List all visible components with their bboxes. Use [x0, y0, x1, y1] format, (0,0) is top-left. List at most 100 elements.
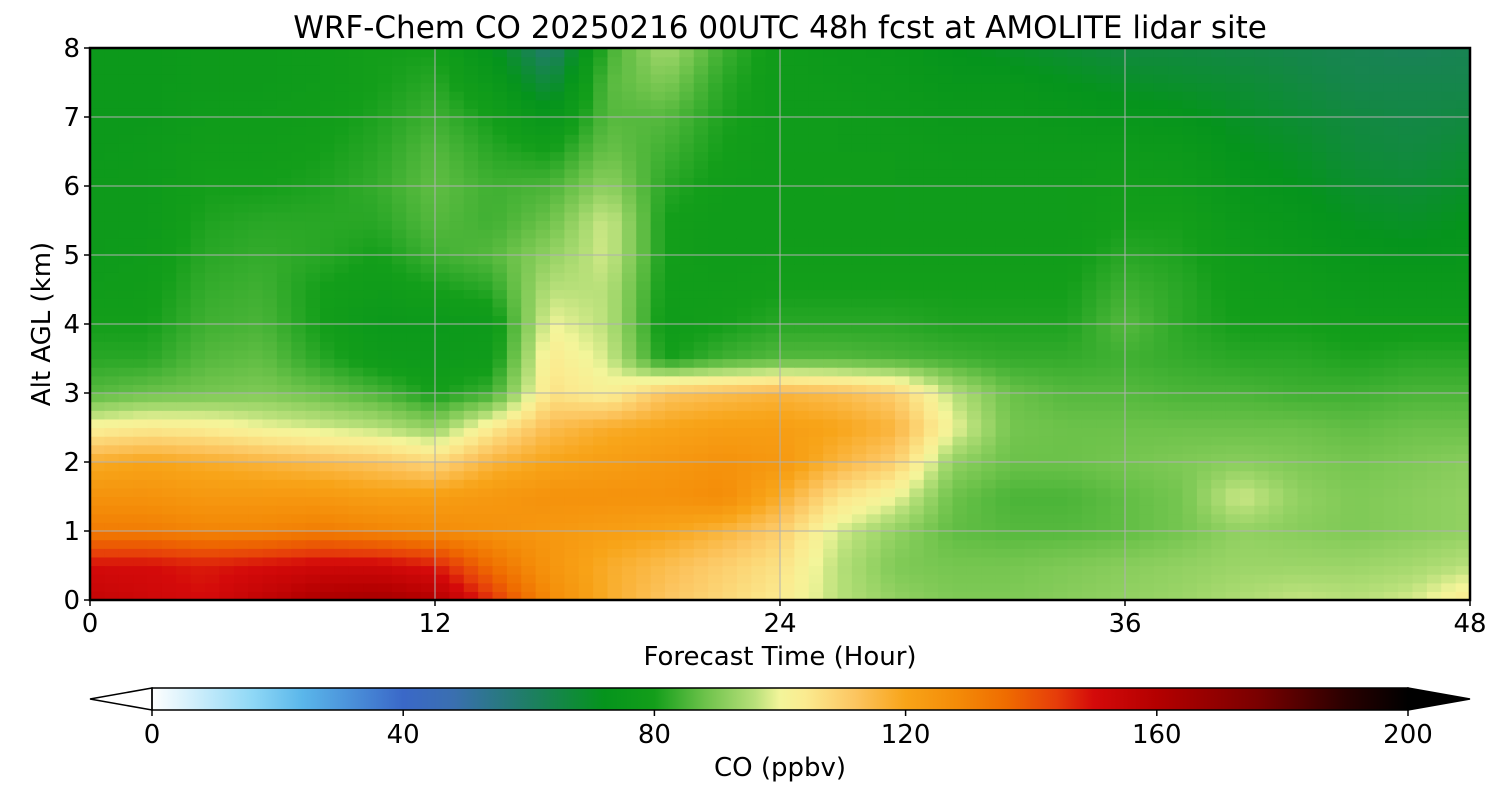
heatmap-cell: [1081, 479, 1097, 489]
heatmap-cell: [751, 332, 767, 342]
heatmap-cell: [449, 470, 465, 480]
heatmap-cell: [808, 298, 824, 308]
heatmap-cell: [708, 375, 724, 385]
heatmap-cell: [722, 237, 738, 247]
heatmap-cell: [1455, 548, 1470, 558]
heatmap-cell: [722, 582, 738, 592]
heatmap-cell: [305, 393, 321, 403]
heatmap-cell: [406, 315, 422, 325]
heatmap-cell: [650, 539, 666, 549]
heatmap-cell: [679, 444, 695, 454]
heatmap-cell: [320, 375, 335, 385]
heatmap-cell: [621, 453, 637, 463]
heatmap-cell: [219, 444, 235, 454]
heatmap-cell: [161, 211, 177, 222]
heatmap-cell: [550, 453, 565, 463]
heatmap-cell: [118, 168, 134, 178]
heatmap-cell: [794, 315, 810, 325]
heatmap-cell: [262, 211, 278, 222]
heatmap-cell: [1067, 522, 1083, 532]
heatmap-cell: [665, 358, 680, 368]
heatmap-cell: [1398, 462, 1414, 472]
heatmap-cell: [952, 582, 968, 592]
heatmap-cell: [1110, 470, 1126, 480]
heatmap-cell: [895, 470, 910, 480]
heatmap-cell: [506, 401, 522, 411]
heatmap-cell: [320, 496, 335, 506]
heatmap-cell: [650, 306, 666, 316]
heatmap-cell: [391, 349, 407, 360]
heatmap-cell: [334, 280, 350, 291]
heatmap-cell: [1067, 289, 1083, 299]
heatmap-cell: [966, 539, 982, 549]
heatmap-cell: [1254, 194, 1270, 204]
heatmap-cell: [219, 324, 235, 334]
heatmap-cell: [535, 436, 551, 446]
heatmap-cell: [1441, 401, 1457, 411]
heatmap-cell: [1096, 160, 1112, 170]
heatmap-cell: [1182, 160, 1198, 170]
heatmap-cell: [161, 246, 177, 256]
heatmap-cell: [952, 263, 968, 273]
heatmap-cell: [406, 496, 422, 506]
heatmap-cell: [118, 384, 134, 394]
heatmap-cell: [722, 427, 738, 437]
heatmap-cell: [909, 177, 925, 187]
heatmap-cell: [665, 367, 680, 377]
heatmap-cell: [1153, 263, 1169, 273]
heatmap-cell: [607, 186, 623, 196]
heatmap-cell: [794, 263, 810, 273]
heatmap-cell: [348, 298, 364, 308]
heatmap-cell: [966, 548, 982, 558]
heatmap-cell: [1110, 384, 1126, 394]
heatmap-cell: [1268, 280, 1284, 291]
heatmap-cell: [262, 393, 278, 403]
heatmap-cell: [147, 168, 163, 178]
heatmap-cell: [118, 453, 134, 463]
heatmap-cell: [1096, 375, 1112, 385]
heatmap-cell: [866, 229, 882, 239]
heatmap-cell: [1211, 496, 1227, 506]
heatmap-cell: [1426, 462, 1442, 472]
heatmap-cell: [276, 220, 292, 230]
heatmap-cell: [1455, 220, 1470, 230]
heatmap-cell: [1053, 186, 1069, 196]
heatmap-cell: [794, 211, 810, 222]
heatmap-cell: [1096, 470, 1112, 480]
heatmap-cell: [1211, 280, 1227, 291]
heatmap-cell: [578, 410, 594, 420]
heatmap-cell: [564, 324, 580, 334]
heatmap-cell: [90, 142, 105, 153]
heatmap-cell: [1254, 211, 1270, 222]
heatmap-cell: [1125, 237, 1140, 247]
heatmap-cell: [90, 289, 105, 299]
heatmap-cell: [521, 203, 537, 213]
heatmap-cell: [564, 548, 580, 558]
heatmap-cell: [780, 315, 795, 325]
heatmap-cell: [1240, 565, 1255, 575]
heatmap-cell: [1398, 496, 1414, 506]
heatmap-cell: [1139, 263, 1155, 273]
heatmap-cell: [147, 401, 163, 411]
heatmap-cell: [420, 470, 436, 480]
heatmap-cell: [104, 306, 120, 316]
heatmap-cell: [1067, 470, 1083, 480]
heatmap-cell: [521, 272, 537, 282]
heatmap-cell: [1053, 444, 1069, 454]
heatmap-cell: [176, 513, 192, 523]
heatmap-cell: [966, 324, 982, 334]
heatmap-cell: [118, 410, 134, 420]
heatmap-cell: [1383, 565, 1399, 575]
heatmap-cell: [291, 479, 307, 489]
heatmap-cell: [938, 462, 954, 472]
heatmap-cell: [1196, 487, 1212, 498]
heatmap-cell: [276, 324, 292, 334]
heatmap-cell: [1225, 513, 1241, 523]
heatmap-cell: [406, 298, 422, 308]
heatmap-cell: [736, 548, 752, 558]
heatmap-cell: [233, 358, 249, 368]
heatmap-cell: [1283, 582, 1299, 592]
heatmap-cell: [765, 427, 781, 437]
heatmap-cell: [880, 410, 896, 420]
heatmap-cell: [1340, 332, 1356, 342]
